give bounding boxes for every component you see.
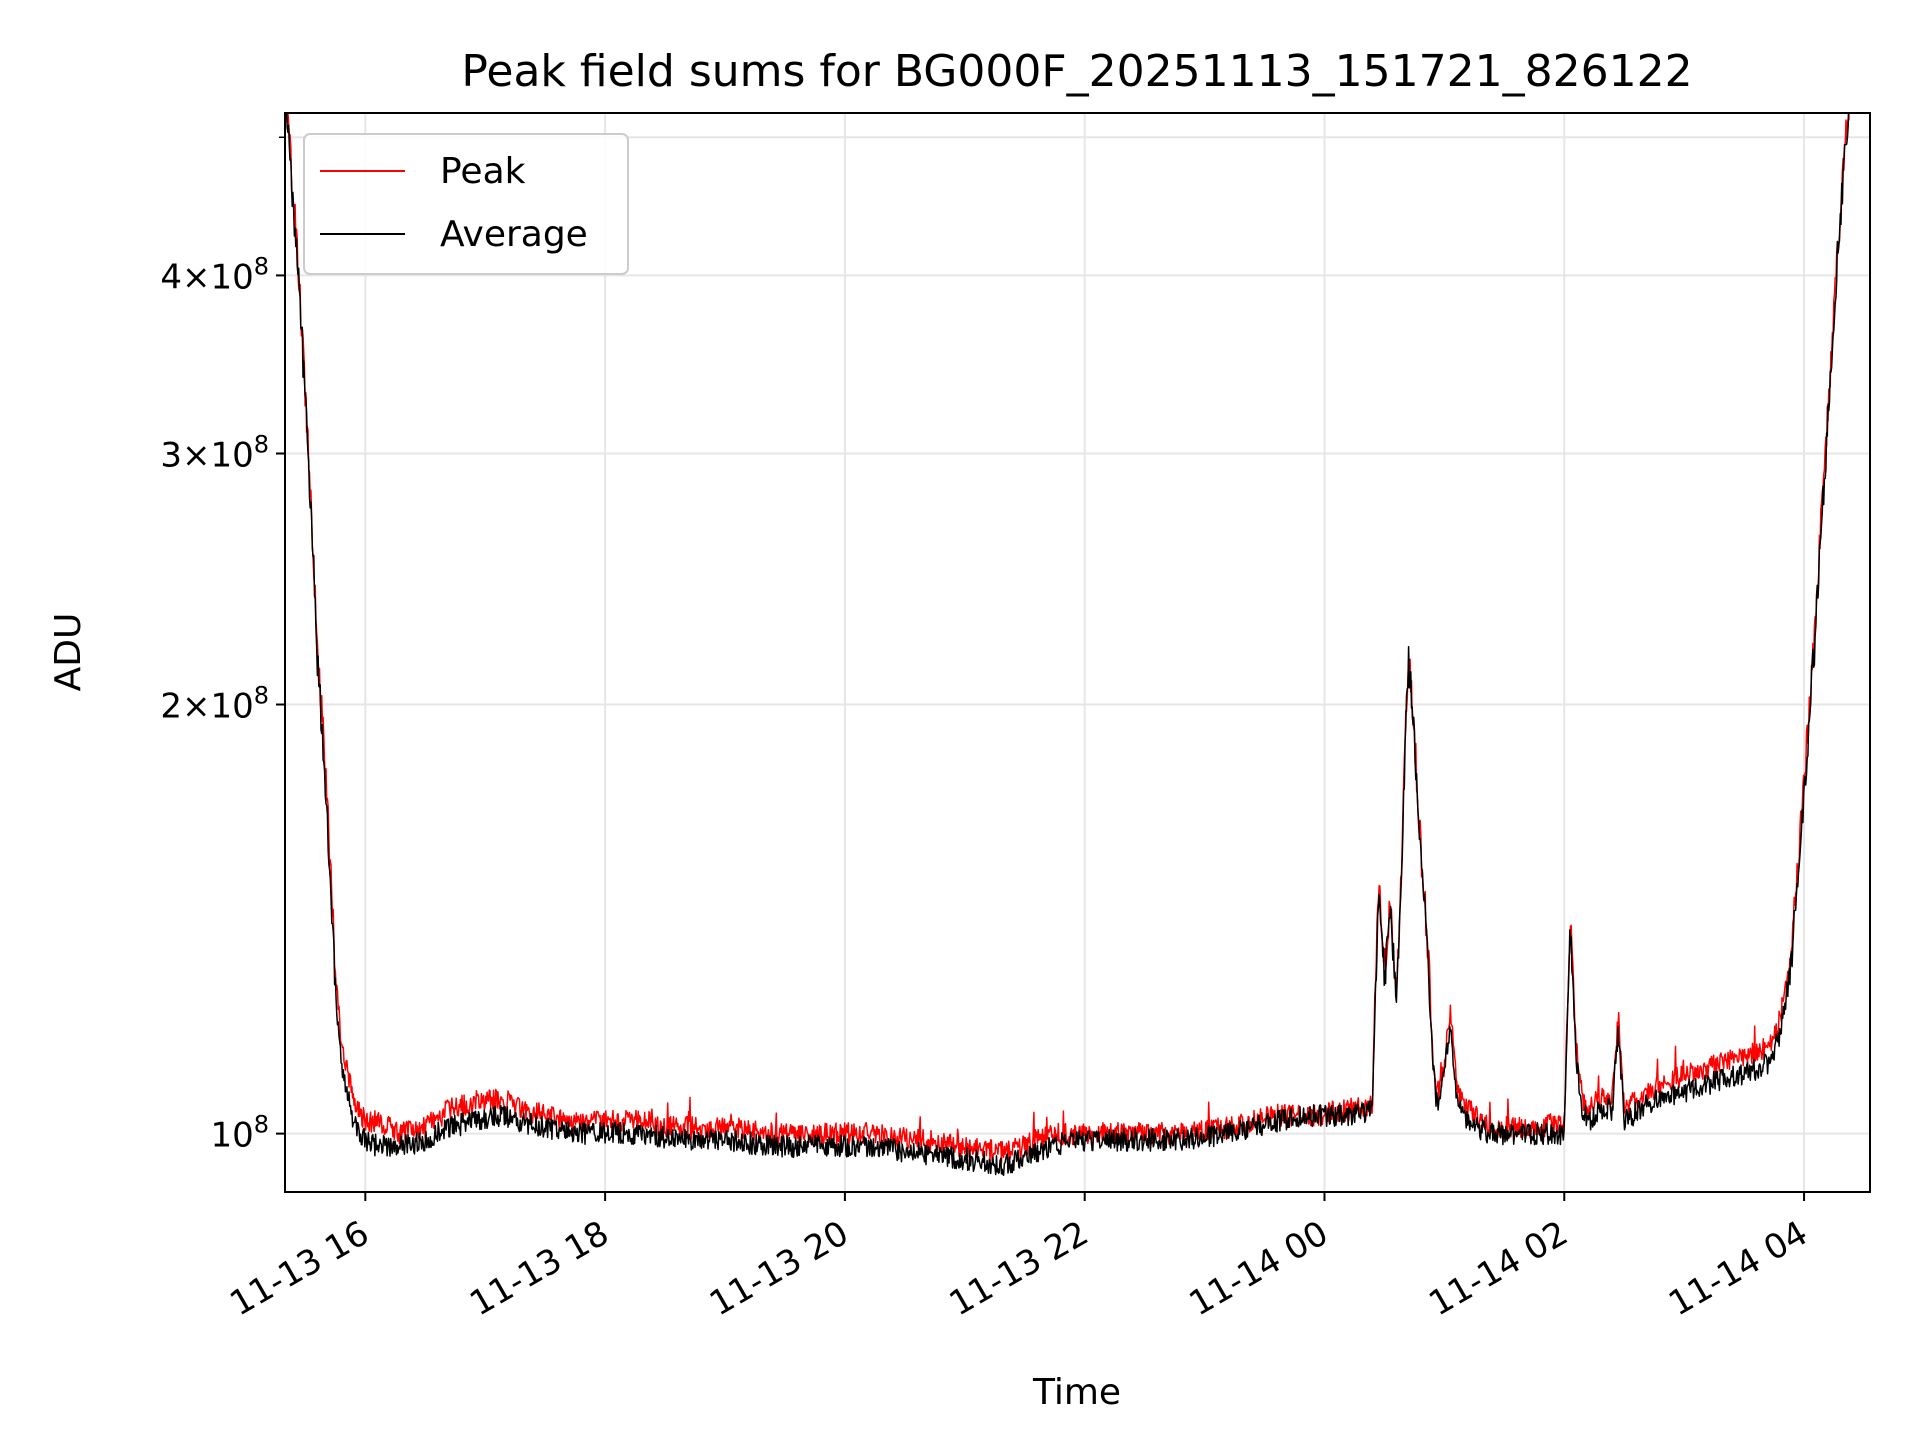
y-tick-label: 3×108 [160, 431, 269, 476]
y-tick-label: 108 [210, 1111, 269, 1156]
legend-average-label: Average [440, 214, 588, 255]
series-peak-line [285, 113, 1850, 1164]
y-tick-label: 4×108 [160, 252, 269, 297]
chart-title: Peak field sums for BG000F_20251113_1517… [461, 46, 1692, 97]
x-axis-label: Time [1032, 1372, 1121, 1413]
series-average-line [285, 113, 1850, 1176]
legend-box [303, 133, 629, 275]
legend: Peak Average [303, 133, 629, 275]
y-axis-label: ADU [48, 613, 89, 692]
plot-area-frame [284, 112, 1871, 1193]
legend-peak-label: Peak [440, 151, 526, 192]
series-layer [285, 113, 1850, 1176]
y-axis-ticks: 108 2×108 3×108 4×108 [160, 136, 285, 1156]
y-tick-label: 2×108 [160, 682, 269, 727]
